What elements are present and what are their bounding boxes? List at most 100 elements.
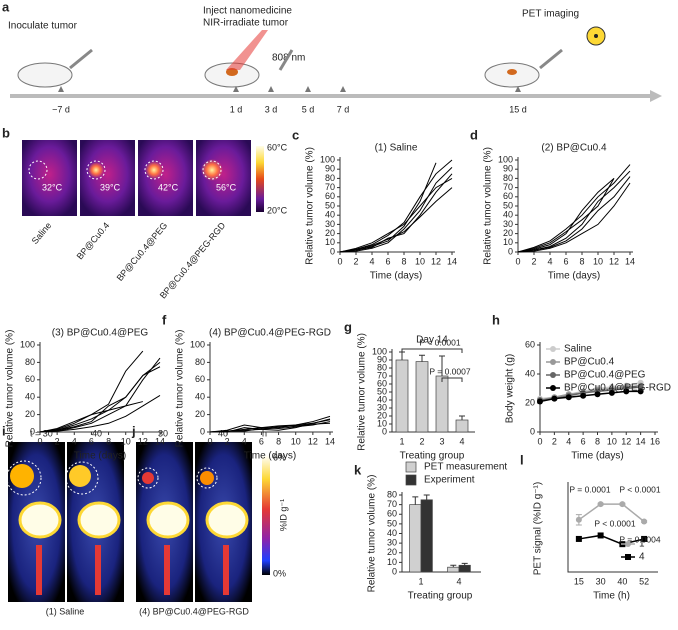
x-tick-label: 52 xyxy=(639,576,649,586)
series-line xyxy=(517,178,615,253)
thermal-image xyxy=(196,140,251,216)
y-tick-label: 60 xyxy=(387,509,397,519)
bar xyxy=(435,375,449,433)
temperature: 39°C xyxy=(100,182,121,192)
series-line xyxy=(39,362,161,433)
colorbar-title: %ID g⁻¹ xyxy=(278,499,288,531)
x-axis-title: Time (days) xyxy=(74,451,126,462)
y-tick-label: 100 xyxy=(320,154,335,164)
pet-signal xyxy=(10,464,249,595)
legend-marker xyxy=(550,385,556,391)
y-tick-label: 30 xyxy=(325,219,335,229)
panel-label: l xyxy=(520,452,524,467)
y-tick-label: 20 xyxy=(525,397,535,407)
thermal-image xyxy=(138,140,193,216)
colorbar-label: 20°C xyxy=(267,205,288,215)
chart-title: (1) Saline xyxy=(375,143,418,154)
y-tick-label: 30 xyxy=(503,219,513,229)
y-tick-label: 60 xyxy=(525,339,535,349)
y-tick-label: 40 xyxy=(195,392,205,402)
y-axis-title: Relative tumor volume (%) xyxy=(5,330,16,448)
x-tick-label: 12 xyxy=(621,436,631,446)
y-tick-label: 20 xyxy=(325,228,335,238)
y-tick-label: 40 xyxy=(387,528,397,538)
group-label: BP@Cu0.4@PEG xyxy=(115,220,170,283)
point xyxy=(637,384,644,391)
mouse xyxy=(17,62,73,88)
x-axis-title: Time (days) xyxy=(370,271,422,282)
point xyxy=(597,501,604,508)
series-line xyxy=(517,182,631,253)
hot-spot xyxy=(88,162,104,178)
x-tick-label: 30 xyxy=(596,576,606,586)
point xyxy=(641,535,648,542)
x-tick-label: 8 xyxy=(276,436,281,446)
chart-title: (3) BP@Cu0.4@PEG xyxy=(52,328,149,339)
timeline-arrow xyxy=(650,90,662,102)
x-tick-label: 8 xyxy=(579,256,584,266)
legend-marker xyxy=(625,541,631,547)
x-tick-label: 6 xyxy=(581,436,586,446)
y-tick-label: 0 xyxy=(330,246,335,256)
legend-label: Experiment xyxy=(424,475,475,486)
x-axis-title: Treating group xyxy=(400,451,465,462)
legend-label: BP@Cu0.4@PEG xyxy=(564,370,646,381)
y-tick-label: 60 xyxy=(503,191,513,201)
bar xyxy=(447,566,460,573)
x-tick-label: 6 xyxy=(385,256,390,266)
bracket xyxy=(401,348,463,353)
x-tick-label: 0 xyxy=(207,436,212,446)
panel-label: j xyxy=(131,423,136,438)
axis xyxy=(339,157,455,253)
series-line xyxy=(339,177,453,253)
y-tick-label: 10 xyxy=(503,237,513,247)
error-bar xyxy=(423,494,430,500)
bracket xyxy=(441,377,463,382)
y-tick-label: 80 xyxy=(387,489,397,499)
x-axis-title: Treating group xyxy=(408,591,473,602)
point xyxy=(551,395,558,402)
y-tick-label: 100 xyxy=(372,346,387,356)
legend-swatch xyxy=(405,461,417,473)
syringe xyxy=(539,48,563,70)
error-bar xyxy=(450,564,457,568)
y-tick-label: 100 xyxy=(190,339,205,349)
y-tick-label: 70 xyxy=(325,182,335,192)
y-tick-label: 70 xyxy=(377,370,387,380)
chart-title: (4) BP@Cu0.4@PEG-RGD xyxy=(209,328,331,339)
legend-marker xyxy=(625,554,631,560)
timepoint: −7 d xyxy=(52,104,70,114)
bar xyxy=(455,419,469,433)
y-tick-label: 70 xyxy=(387,499,397,509)
y-tick-label: 80 xyxy=(325,173,335,183)
timepoint: 3 d xyxy=(265,104,278,114)
bar xyxy=(415,361,429,433)
hot-spot xyxy=(145,161,163,179)
panel-label: b xyxy=(2,125,10,140)
x-tick-label: 16 xyxy=(650,436,660,446)
point xyxy=(608,389,615,396)
temperature: 32°C xyxy=(42,182,63,192)
thermal-image xyxy=(80,140,135,216)
point xyxy=(594,391,601,398)
error-bar xyxy=(399,351,405,360)
legend-label: 4 xyxy=(639,552,645,563)
series-line xyxy=(39,357,161,433)
y-tick-label: 0 xyxy=(200,426,205,436)
x-axis-title: Time (days) xyxy=(548,271,600,282)
x-tick-label: 6 xyxy=(259,436,264,446)
y-tick-label: 20 xyxy=(377,410,387,420)
y-axis-title: Relative tumor volume (%) xyxy=(357,333,368,451)
x-tick-label: 6 xyxy=(89,436,94,446)
annotation: P < 0.0001 xyxy=(594,518,635,528)
temperature: 42°C xyxy=(158,182,179,192)
temperature: 56°C xyxy=(216,182,237,192)
y-tick-label: 60 xyxy=(195,374,205,384)
laser-beam xyxy=(226,30,268,70)
x-tick-label: 0 xyxy=(37,436,42,446)
error-bar xyxy=(419,354,425,362)
series-line xyxy=(339,159,453,253)
radiation-icon xyxy=(594,34,598,38)
series-line xyxy=(578,534,645,545)
y-tick-label: 20 xyxy=(503,228,513,238)
